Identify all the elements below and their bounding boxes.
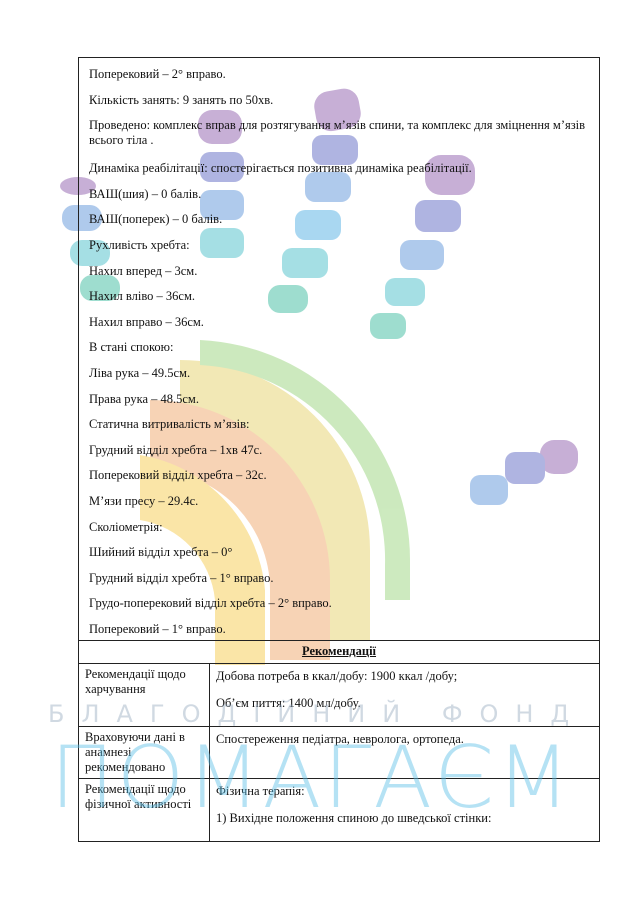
text-line: Нахил вперед – 3см. bbox=[89, 263, 198, 278]
text-line: ВАШ(шия) – 0 балів. bbox=[89, 186, 202, 201]
text-line: Поперековий – 1° вправо. bbox=[89, 621, 226, 636]
text-line: Грудний відділ хребта – 1° вправо. bbox=[89, 570, 274, 585]
text-line: Нахил вправо – 36см. bbox=[89, 314, 204, 329]
text-line: Сколіометрія: bbox=[89, 519, 163, 534]
watermark-title: ПОМАГАЄМ bbox=[50, 728, 573, 828]
text-line: Статична витривалість м’язів: bbox=[89, 417, 250, 432]
text-line: Нахил вліво – 36см. bbox=[89, 289, 195, 304]
table-row: Рекомендації щодо фізичної активності Фіз… bbox=[78, 778, 600, 842]
watermark-subtitle: БЛАГОДІЙНИЙ ФОНД bbox=[48, 700, 587, 728]
row-label: Враховуючи дані в анамнезі рекомендовано bbox=[78, 726, 210, 779]
text-line: В стані спокою: bbox=[89, 340, 174, 355]
text-line: Проведено: комплекс вправ для розтягуван… bbox=[89, 118, 586, 148]
report-section: Поперековий – 2° вправо. Кількість занять… bbox=[78, 57, 600, 640]
table-row: Враховуючи дані в анамнезі рекомендовано… bbox=[78, 726, 600, 779]
text-line: Кількість занять: 9 занять по 50хв. bbox=[89, 92, 274, 107]
row-content: Фізична терапія: 1) Вихідне положення спи… bbox=[209, 778, 600, 842]
text-line: Поперековий – 2° вправо. bbox=[89, 67, 226, 81]
text-line: ВАШ(поперек) – 0 балів. bbox=[89, 212, 223, 227]
text-line: М’язи пресу – 29.4с. bbox=[89, 493, 199, 508]
content-line: Об’єм пиття: 1400 мл/добу. bbox=[216, 696, 361, 710]
content-line: Спостереження педіатра, невролога, ортоп… bbox=[216, 732, 464, 746]
row-content: Добова потреба в ккал/добу: 1900 ккал /д… bbox=[209, 663, 600, 727]
text-line: Динаміка реабілітації: спостерігається п… bbox=[89, 161, 472, 176]
text-line: Грудний відділ хребта – 1хв 47с. bbox=[89, 442, 263, 457]
table-row: Рекомендації щодо харчування Добова потре… bbox=[78, 663, 600, 727]
table-title: Рекомендації bbox=[78, 640, 600, 664]
text-line: Грудо-поперековий відділ хребта – 2° впр… bbox=[89, 596, 332, 611]
text-line: Права рука – 48.5см. bbox=[89, 391, 199, 406]
text-line: Рухливість хребта: bbox=[89, 237, 190, 252]
text-line: Ліва рука – 49.5см. bbox=[89, 365, 191, 380]
row-label: Рекомендації щодо фізичної активності bbox=[78, 778, 210, 842]
content-line: Фізична терапія: bbox=[216, 784, 305, 798]
recommendations-table: Рекомендації Рекомендації щодо харчуванн… bbox=[78, 640, 600, 842]
content-line: Добова потреба в ккал/добу: 1900 ккал /д… bbox=[216, 669, 458, 683]
content-line: 1) Вихідне положення спиною до шведської… bbox=[216, 811, 492, 825]
row-content: Спостереження педіатра, невролога, ортоп… bbox=[209, 726, 600, 779]
text-line: Шийний відділ хребта – 0° bbox=[89, 545, 233, 560]
text-line: Поперековий відділ хребта – 32с. bbox=[89, 468, 267, 483]
